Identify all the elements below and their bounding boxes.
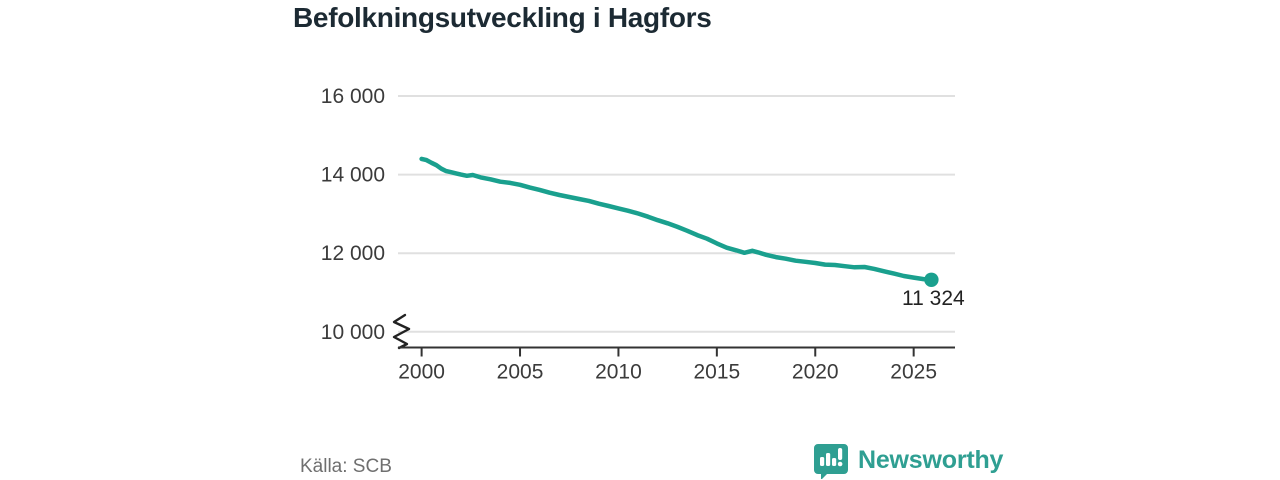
x-tick-label-2000: 2000 bbox=[398, 361, 445, 384]
y-tick-label-10000: 10 000 bbox=[321, 321, 385, 344]
newsworthy-speech-bubble-chart-icon bbox=[814, 444, 848, 479]
y-tick-label-12000: 12 000 bbox=[321, 242, 385, 265]
bar-short bbox=[820, 457, 825, 466]
speech-bubble-shape bbox=[814, 444, 848, 479]
x-tick-label-2005: 2005 bbox=[497, 361, 544, 384]
x-tick-label-2020: 2020 bbox=[792, 361, 839, 384]
x-tick-label-2025: 2025 bbox=[890, 361, 937, 384]
y-tick-label-14000: 14 000 bbox=[321, 164, 385, 187]
x-tick-label-2015: 2015 bbox=[693, 361, 740, 384]
source-label: Källa: SCB bbox=[300, 456, 392, 477]
x-tick-label-2010: 2010 bbox=[595, 361, 642, 384]
population-line-series bbox=[419, 156, 934, 283]
last-value-marker bbox=[924, 272, 939, 287]
exclamation-stem bbox=[838, 448, 843, 460]
page-title: Befolkningsutveckling i Hagfors bbox=[293, 2, 712, 33]
bar-tall bbox=[826, 453, 831, 466]
newsworthy-logo: Newsworthy bbox=[812, 441, 1003, 479]
bar-medium bbox=[832, 458, 837, 466]
brand-wordmark: Newsworthy bbox=[858, 445, 1004, 474]
exclamation-dot bbox=[837, 461, 843, 467]
last-value-annotation: 11 324 bbox=[902, 287, 965, 310]
y-axis-break-icon bbox=[392, 313, 411, 350]
y-tick-label-16000: 16 000 bbox=[321, 85, 385, 108]
